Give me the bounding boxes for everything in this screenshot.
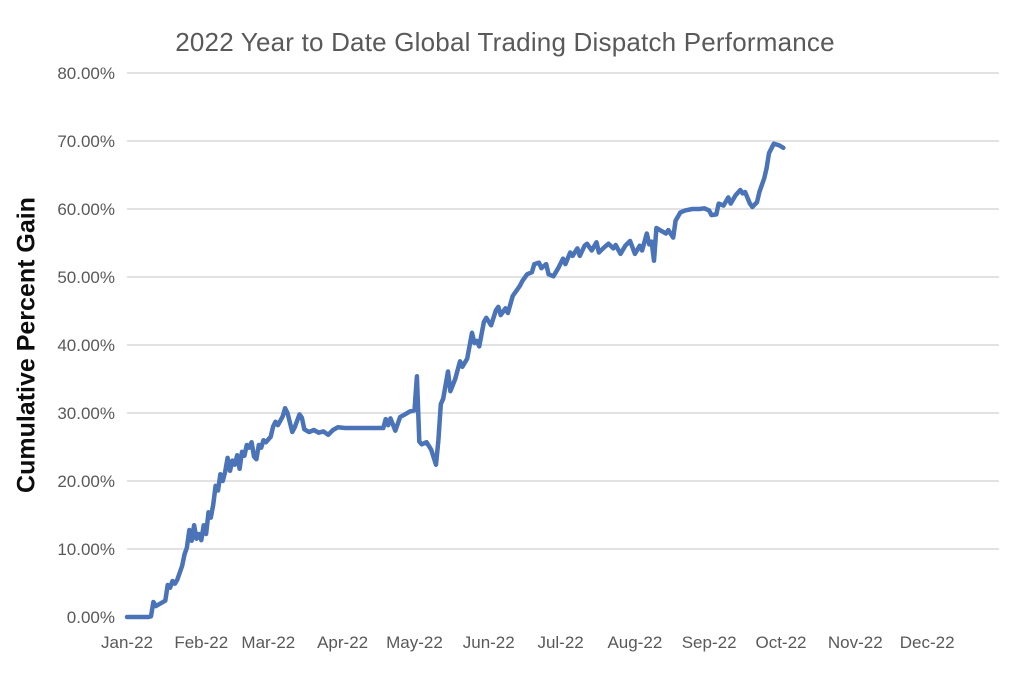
x-tick-label: Jun-22 [463, 633, 515, 652]
series-line [124, 141, 786, 620]
y-tick-label: 0.00% [67, 608, 115, 627]
y-tick-label: 80.00% [57, 64, 115, 83]
y-tick-label: 40.00% [57, 336, 115, 355]
y-tick-label: 30.00% [57, 404, 115, 423]
x-tick-label: Aug-22 [607, 633, 662, 652]
y-tick-label: 20.00% [57, 472, 115, 491]
y-tick-label: 50.00% [57, 268, 115, 287]
x-tick-label: Apr-22 [317, 633, 368, 652]
y-tick-label: 60.00% [57, 200, 115, 219]
x-tick-label: Nov-22 [828, 633, 883, 652]
x-tick-label: Dec-22 [900, 633, 955, 652]
chart-title: 2022 Year to Date Global Trading Dispatc… [175, 27, 835, 57]
y-tick-label: 10.00% [57, 540, 115, 559]
x-tick-label: Jul-22 [537, 633, 583, 652]
x-tick-label: Oct-22 [755, 633, 806, 652]
x-tick-label: May-22 [386, 633, 443, 652]
x-tick-label: Jan-22 [101, 633, 153, 652]
y-tick-label: 70.00% [57, 132, 115, 151]
x-tick-label: Sep-22 [682, 633, 737, 652]
x-tick-label: Mar-22 [241, 633, 295, 652]
x-tick-label: Feb-22 [174, 633, 228, 652]
